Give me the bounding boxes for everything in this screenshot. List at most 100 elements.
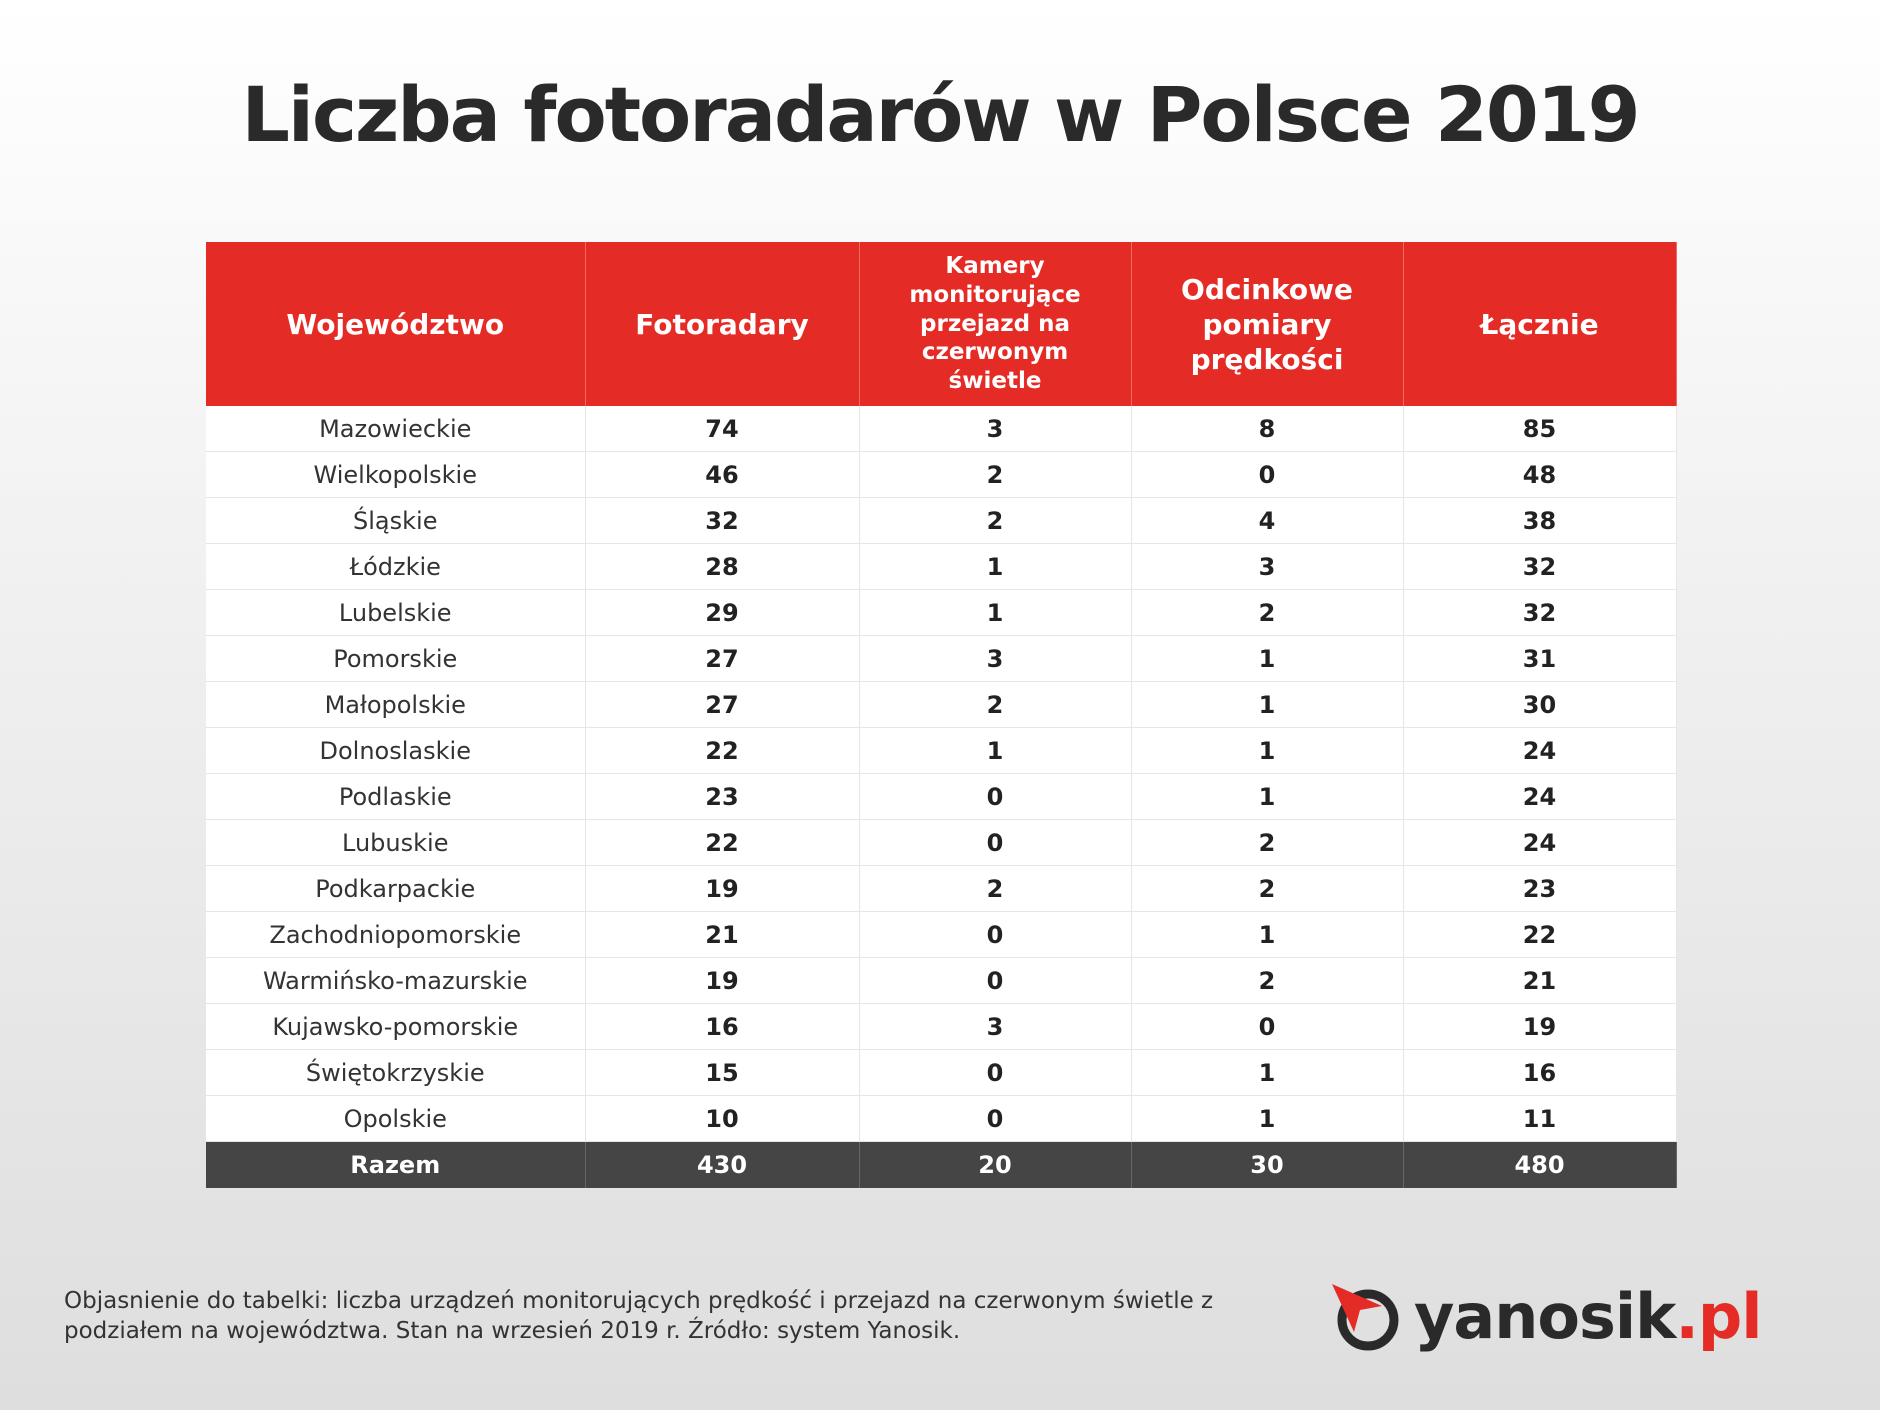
value-cell: 28 xyxy=(585,543,860,590)
region-cell: Warmińsko-mazurskie xyxy=(206,957,586,1004)
table-row: Zachodniopomorskie 21 0 1 22 xyxy=(206,911,1677,958)
region-cell: Mazowieckie xyxy=(206,406,586,452)
total-cell: 30 xyxy=(1131,1141,1404,1189)
value-cell: 21 xyxy=(585,911,860,958)
value-cell: 85 xyxy=(1403,406,1677,452)
total-row: Razem 430 20 30 480 xyxy=(206,1141,1677,1189)
table-row: Pomorskie 27 3 1 31 xyxy=(206,635,1677,682)
value-cell: 32 xyxy=(585,497,860,544)
value-cell: 0 xyxy=(1131,1003,1404,1050)
table-row: Świętokrzyskie 15 0 1 16 xyxy=(206,1049,1677,1096)
header-cell: Fotoradary xyxy=(585,242,860,406)
value-cell: 4 xyxy=(1131,497,1404,544)
value-cell: 24 xyxy=(1403,727,1677,774)
value-cell: 10 xyxy=(585,1095,860,1142)
total-cell: 20 xyxy=(859,1141,1132,1189)
value-cell: 21 xyxy=(1403,957,1677,1004)
table-row: Lubelskie 29 1 2 32 xyxy=(206,589,1677,636)
value-cell: 27 xyxy=(585,681,860,728)
value-cell: 1 xyxy=(1131,1049,1404,1096)
total-cell: 430 xyxy=(585,1141,860,1189)
region-cell: Łódzkie xyxy=(206,543,586,590)
region-cell: Opolskie xyxy=(206,1095,586,1142)
table-row: Opolskie 10 0 1 11 xyxy=(206,1095,1677,1142)
region-cell: Wielkopolskie xyxy=(206,451,586,498)
value-cell: 46 xyxy=(585,451,860,498)
value-cell: 19 xyxy=(1403,1003,1677,1050)
value-cell: 3 xyxy=(1131,543,1404,590)
logo-name: yanosik xyxy=(1414,1279,1676,1353)
value-cell: 23 xyxy=(585,773,860,820)
header-cell: Odcinkowe pomiary prędkości xyxy=(1131,242,1404,406)
value-cell: 0 xyxy=(859,1049,1132,1096)
table-row: Lubuskie 22 0 2 24 xyxy=(206,819,1677,866)
value-cell: 1 xyxy=(859,589,1132,636)
note: Objasnienie do tabelki: liczba urządzeń … xyxy=(64,1288,1214,1344)
value-cell: 0 xyxy=(859,957,1132,1004)
value-cell: 1 xyxy=(1131,635,1404,682)
value-cell: 2 xyxy=(859,681,1132,728)
table-row: Warmińsko-mazurskie 19 0 2 21 xyxy=(206,957,1677,1004)
region-cell: Świętokrzyskie xyxy=(206,1049,586,1096)
table: Województwo Fotoradary Kamery monitorujące… xyxy=(206,242,1677,1189)
table-body: Mazowieckie 74 3 8 85 Wielkopolskie 46 2 0 48 Śląs… xyxy=(206,406,1677,1189)
value-cell: 16 xyxy=(585,1003,860,1050)
table-row: Małopolskie 27 2 1 30 xyxy=(206,681,1677,728)
value-cell: 24 xyxy=(1403,773,1677,820)
value-cell: 0 xyxy=(859,773,1132,820)
title: Liczba fotoradarów w Polsce 2019 xyxy=(241,70,1641,159)
logo: yanosik.pl xyxy=(1330,1276,1763,1356)
value-cell: 19 xyxy=(585,957,860,1004)
table-row: Mazowieckie 74 3 8 85 xyxy=(206,406,1677,452)
region-cell: Podlaskie xyxy=(206,773,586,820)
value-cell: 0 xyxy=(859,911,1132,958)
value-cell: 38 xyxy=(1403,497,1677,544)
region-cell: Śląskie xyxy=(206,497,586,544)
value-cell: 19 xyxy=(585,865,860,912)
value-cell: 0 xyxy=(859,1095,1132,1142)
value-cell: 11 xyxy=(1403,1095,1677,1142)
logo-domain: .pl xyxy=(1675,1279,1762,1353)
value-cell: 32 xyxy=(1403,543,1677,590)
header-cell: Województwo xyxy=(206,242,586,406)
value-cell: 22 xyxy=(585,727,860,774)
value-cell: 1 xyxy=(859,727,1132,774)
table-row: Podkarpackie 19 2 2 23 xyxy=(206,865,1677,912)
region-cell: Małopolskie xyxy=(206,681,586,728)
value-cell: 2 xyxy=(1131,957,1404,1004)
value-cell: 0 xyxy=(1131,451,1404,498)
value-cell: 2 xyxy=(859,865,1132,912)
region-cell: Pomorskie xyxy=(206,635,586,682)
table-row: Śląskie 32 2 4 38 xyxy=(206,497,1677,544)
logo-icon xyxy=(1332,1284,1399,1351)
value-cell: 1 xyxy=(1131,773,1404,820)
value-cell: 2 xyxy=(1131,819,1404,866)
value-cell: 0 xyxy=(859,819,1132,866)
total-cell: 480 xyxy=(1403,1141,1677,1189)
region-cell: Lubuskie xyxy=(206,819,586,866)
value-cell: 1 xyxy=(1131,727,1404,774)
header-row: Województwo Fotoradary Kamery monitorujące… xyxy=(206,242,1677,406)
region-cell: Zachodniopomorskie xyxy=(206,911,586,958)
value-cell: 1 xyxy=(1131,911,1404,958)
value-cell: 2 xyxy=(859,497,1132,544)
value-cell: 29 xyxy=(585,589,860,636)
value-cell: 1 xyxy=(859,543,1132,590)
region-cell: Kujawsko-pomorskie xyxy=(206,1003,586,1050)
value-cell: 2 xyxy=(1131,589,1404,636)
value-cell: 24 xyxy=(1403,819,1677,866)
header-cell: Kamery monitorujące przejazd na czerwony… xyxy=(859,242,1132,406)
value-cell: 2 xyxy=(1131,865,1404,912)
value-cell: 3 xyxy=(859,635,1132,682)
header-cell: Łącznie xyxy=(1403,242,1677,406)
value-cell: 2 xyxy=(859,451,1132,498)
value-cell: 30 xyxy=(1403,681,1677,728)
region-cell: Podkarpackie xyxy=(206,865,586,912)
value-cell: 74 xyxy=(585,406,860,452)
value-cell: 31 xyxy=(1403,635,1677,682)
value-cell: 22 xyxy=(585,819,860,866)
value-cell: 8 xyxy=(1131,406,1404,452)
region-cell: Lubelskie xyxy=(206,589,586,636)
value-cell: 16 xyxy=(1403,1049,1677,1096)
